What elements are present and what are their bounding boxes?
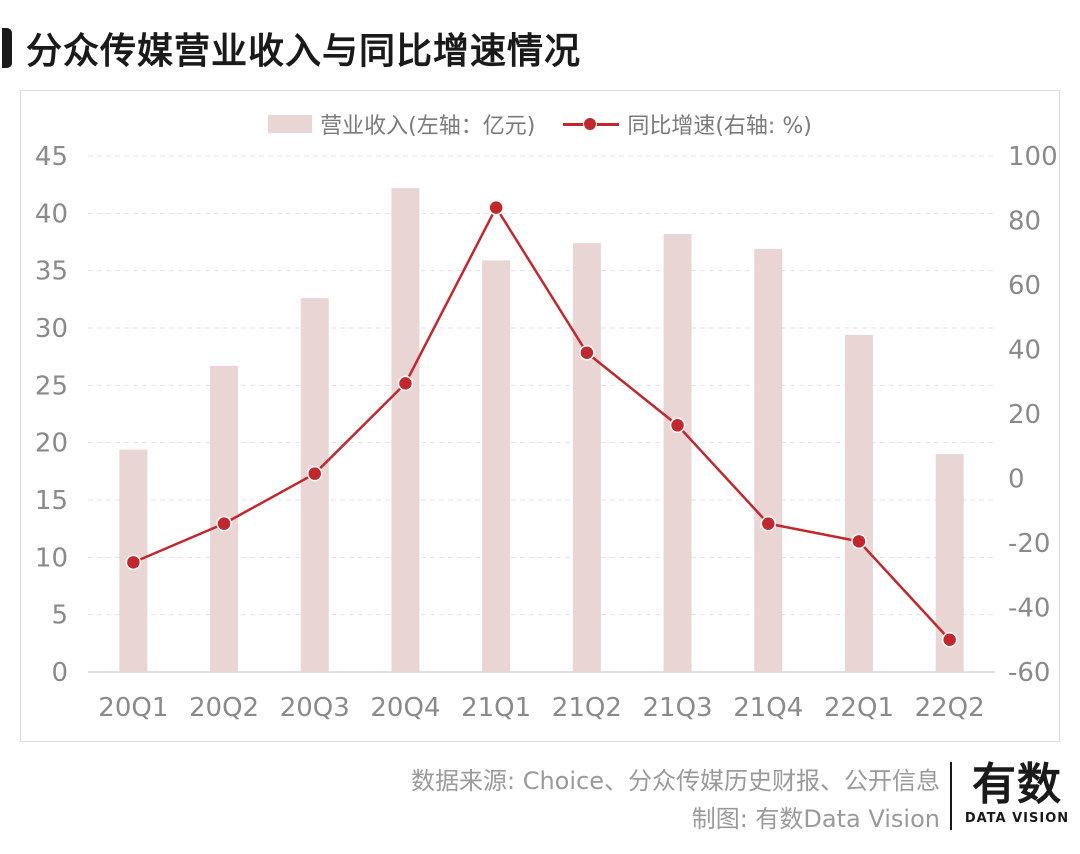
title-bar: 分众传媒营业收入与同比增速情况 [0, 22, 581, 74]
right-axis-tick: 40 [1008, 336, 1041, 366]
chart-legend: 营业收入(左轴：亿元) 同比增速(右轴: %) [0, 108, 1080, 140]
left-axis-tick: 15 [35, 486, 68, 516]
x-axis-tick: 20Q2 [189, 693, 259, 723]
legend-item-growth: 同比增速(右轴: %) [563, 108, 812, 140]
x-axis-tick: 22Q1 [824, 693, 894, 723]
legend-bar-swatch [268, 115, 313, 133]
right-axis-tick: -20 [1008, 529, 1050, 559]
right-axis-tick: 20 [1008, 400, 1041, 430]
x-axis-tick: 21Q4 [733, 693, 803, 723]
growth-point-21Q1 [488, 199, 504, 216]
x-axis-tick: 20Q1 [98, 693, 168, 723]
bar-21Q3 [663, 233, 692, 672]
left-axis-tick: 45 [35, 142, 68, 172]
footer-divider [950, 762, 952, 830]
left-axis-tick: 35 [35, 257, 68, 287]
left-axis-tick: 30 [35, 314, 68, 344]
growth-point-21Q2 [579, 344, 595, 361]
growth-point-20Q4 [397, 375, 414, 392]
footer-made-by: 制图: 有数Data Vision [691, 805, 940, 833]
left-axis-tick: 10 [35, 543, 68, 573]
growth-point-21Q4 [760, 515, 776, 532]
bar-21Q4 [754, 248, 783, 672]
right-axis-tick: -60 [1008, 658, 1050, 688]
growth-point-21Q3 [669, 417, 686, 434]
left-axis-tick: 0 [51, 658, 68, 688]
legend-label-revenue: 营业收入(左轴：亿元) [320, 114, 536, 139]
growth-point-20Q3 [307, 465, 323, 482]
legend-line-swatch [563, 115, 620, 133]
bar-22Q1 [844, 334, 873, 672]
bar-20Q3 [300, 298, 329, 672]
left-axis-tick: 20 [35, 429, 68, 459]
left-axis-tick: 40 [35, 199, 68, 229]
logo-cn: 有数 [972, 759, 1062, 810]
legend-label-growth: 同比增速(右轴: %) [627, 114, 812, 139]
growth-line [132, 206, 951, 641]
right-axis-tick: 100 [1008, 142, 1058, 172]
right-axis-tick: -40 [1008, 594, 1050, 624]
bar-21Q1 [482, 260, 511, 672]
x-axis-tick: 20Q3 [280, 693, 350, 723]
x-axis-tick: 22Q2 [915, 693, 985, 723]
left-axis-tick: 5 [51, 601, 68, 631]
brand-logo: 有数 DATA VISION [962, 760, 1072, 828]
x-axis-tick: 21Q1 [461, 693, 531, 723]
legend-item-revenue: 营业收入(左轴：亿元) [268, 108, 535, 140]
left-axis-tick: 25 [35, 371, 68, 401]
title-marker [2, 28, 12, 68]
x-axis-tick: 21Q2 [552, 693, 622, 723]
x-axis-tick: 21Q3 [643, 693, 713, 723]
growth-point-20Q2 [216, 515, 232, 532]
footer-source-block: 数据来源: Choice、分众传媒历史财报、公开信息 制图: 有数Data Vi… [411, 762, 940, 838]
growth-point-22Q1 [851, 533, 867, 550]
x-axis-tick: 20Q4 [370, 693, 440, 723]
growth-point-20Q1 [125, 554, 142, 571]
right-axis-tick: 80 [1008, 207, 1041, 237]
bar-20Q4 [391, 188, 420, 672]
right-axis-tick: 0 [1008, 465, 1025, 495]
chart-title: 分众传媒营业收入与同比增速情况 [26, 31, 582, 72]
logo-en: DATA VISION [964, 811, 1070, 826]
right-axis-tick: 60 [1008, 271, 1041, 301]
growth-point-22Q2 [941, 632, 958, 648]
bar-21Q2 [572, 243, 601, 672]
chart-frame [20, 90, 1060, 742]
footer-data-source: 数据来源: Choice、分众传媒历史财报、公开信息 [411, 767, 940, 795]
